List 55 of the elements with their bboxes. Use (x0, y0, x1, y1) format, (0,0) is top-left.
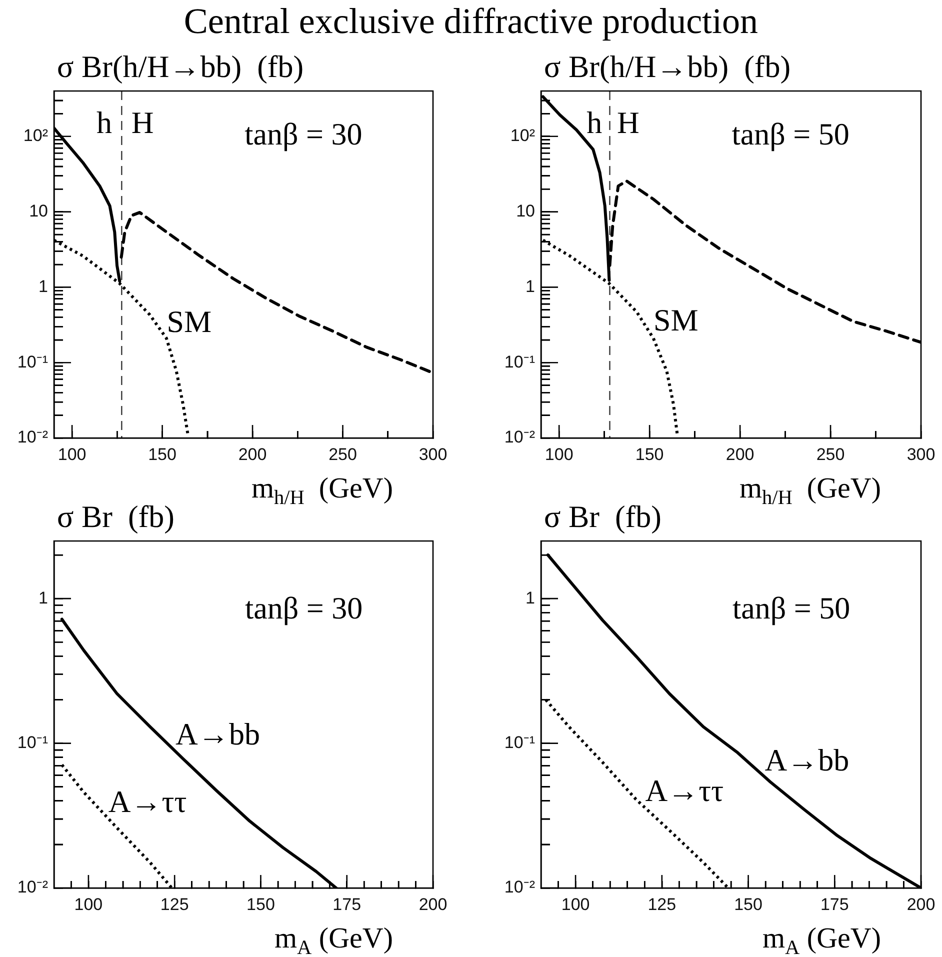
annotation: SM (166, 304, 212, 339)
y-tick-label: 10⁻¹ (17, 732, 48, 752)
annotation: h (586, 105, 603, 140)
y-tick-label: 10⁻² (504, 878, 536, 897)
x-tick-label: 200 (906, 894, 936, 914)
annotation: tanβ = 30 (245, 590, 363, 626)
x-tick-label: 200 (726, 444, 754, 464)
y-tick-label: 10⁻¹ (17, 352, 48, 372)
annotation: SM (654, 302, 698, 338)
x-tick-label: 150 (635, 444, 664, 464)
y-tick-label: 1 (526, 588, 535, 608)
x-tick-label: 200 (238, 444, 267, 464)
y-tick-label: 1 (38, 588, 48, 608)
y-axis-title: σ Br(h/H→bb) (fb) (544, 49, 791, 84)
x-tick-label: 150 (148, 444, 176, 464)
y-tick-label: 10⁻² (17, 878, 48, 897)
x-tick-label: 300 (906, 444, 936, 464)
x-tick-label: 250 (816, 444, 845, 464)
y-tick-label: 1 (526, 276, 535, 296)
y-tick-label: 10 (516, 201, 535, 220)
x-tick-label: 100 (74, 894, 103, 914)
annotation: tanβ = 50 (732, 116, 850, 152)
annotation: tanβ = 30 (244, 116, 362, 152)
x-tick-label: 150 (734, 894, 762, 914)
x-tick-label: 200 (418, 894, 448, 914)
x-tick-label: 100 (544, 444, 574, 464)
y-tick-label: 10² (23, 126, 48, 146)
x-tick-label: 250 (328, 444, 357, 464)
annotation: A→bb (176, 716, 260, 752)
y-tick-label: 10⁻¹ (504, 732, 536, 752)
x-tick-label: 125 (648, 894, 676, 914)
x-tick-label: 175 (332, 894, 362, 914)
x-tick-label: 150 (246, 894, 275, 914)
annotation: A→ττ (645, 772, 724, 808)
y-tick-label: 10⁻¹ (504, 352, 536, 372)
x-tick-label: 125 (160, 894, 189, 914)
annotation: A→ττ (108, 784, 187, 820)
y-tick-label: 10⁻² (17, 428, 48, 447)
y-axis-title: σ Br (fb) (57, 499, 174, 534)
annotation: H (131, 105, 154, 140)
y-tick-label: 10 (29, 201, 48, 220)
x-tick-label: 100 (58, 444, 86, 464)
annotation: h (96, 105, 112, 140)
y-tick-label: 10⁻² (504, 428, 536, 447)
chart-title: Central exclusive diffractive production (182, 0, 760, 42)
annotation: H (617, 105, 640, 140)
y-axis-title: σ Br(h/H→bb) (fb) (57, 49, 304, 84)
annotation: tanβ = 50 (732, 590, 850, 626)
y-tick-label: 1 (38, 276, 48, 296)
y-axis-title: σ Br (fb) (544, 499, 662, 534)
y-tick-label: 10² (510, 126, 536, 146)
annotation: A→bb (764, 742, 850, 778)
x-tick-label: 300 (418, 444, 448, 464)
x-tick-label: 100 (561, 894, 590, 914)
x-tick-label: 175 (820, 894, 849, 914)
